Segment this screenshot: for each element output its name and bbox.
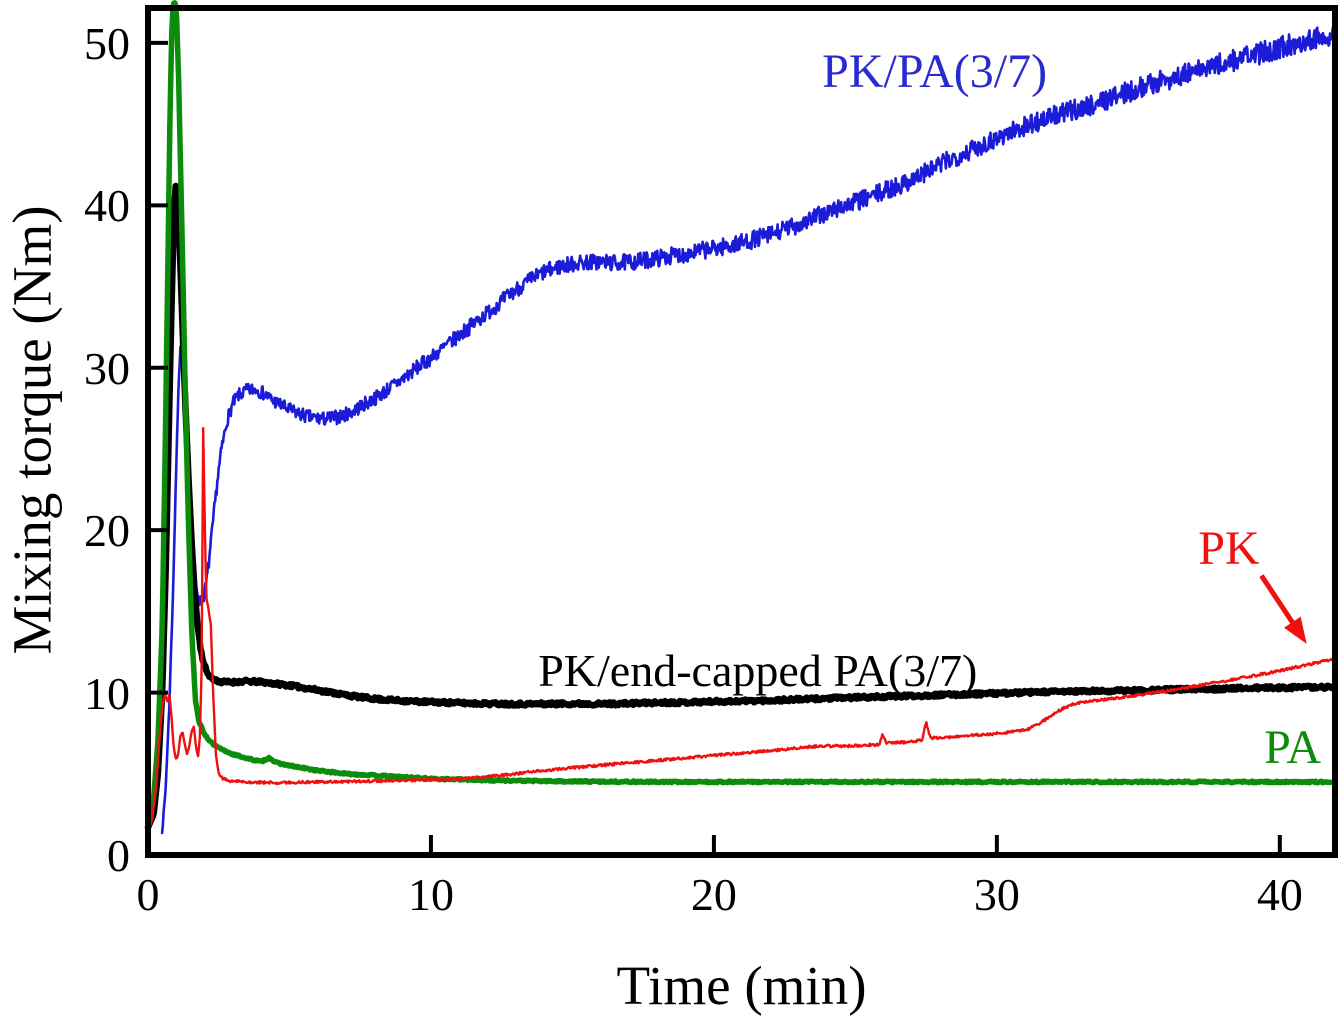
x-tick-label: 30 bbox=[973, 869, 1020, 920]
x-tick-label: 0 bbox=[136, 869, 160, 920]
series-line-pa bbox=[145, 0, 1338, 826]
curve-label-pk-pa-37: PK/PA(3/7) bbox=[822, 45, 1048, 99]
y-axis-title: Mixing torque (Nm) bbox=[1, 205, 63, 655]
y-tick-label: 20 bbox=[84, 505, 130, 557]
series-line-pk-end-capped-pa-3-7- bbox=[144, 182, 1338, 831]
y-tick-label: 30 bbox=[84, 342, 130, 394]
curve-label-pk: PK bbox=[1198, 521, 1260, 575]
x-tick-label: 20 bbox=[690, 869, 737, 920]
curve-label-pk-end-capped-pa-37: PK/end-capped PA(3/7) bbox=[538, 644, 978, 696]
plot-border bbox=[145, 5, 1338, 858]
series-line-pk bbox=[146, 427, 1336, 834]
y-tick-label: 50 bbox=[84, 17, 130, 69]
y-tick-label: 10 bbox=[84, 667, 130, 719]
pk-label-arrow bbox=[1259, 574, 1299, 631]
pk-label-arrowhead bbox=[1283, 616, 1307, 644]
x-axis-title: Time (min) bbox=[616, 955, 867, 1016]
y-tick-label: 0 bbox=[107, 830, 130, 881]
curve-label-pa: PA bbox=[1264, 720, 1322, 774]
x-tick-label: 10 bbox=[407, 869, 454, 920]
x-tick-label: 40 bbox=[1256, 869, 1303, 920]
series-line-pk-pa-3-7- bbox=[160, 26, 1337, 835]
y-tick-label: 40 bbox=[84, 180, 130, 232]
